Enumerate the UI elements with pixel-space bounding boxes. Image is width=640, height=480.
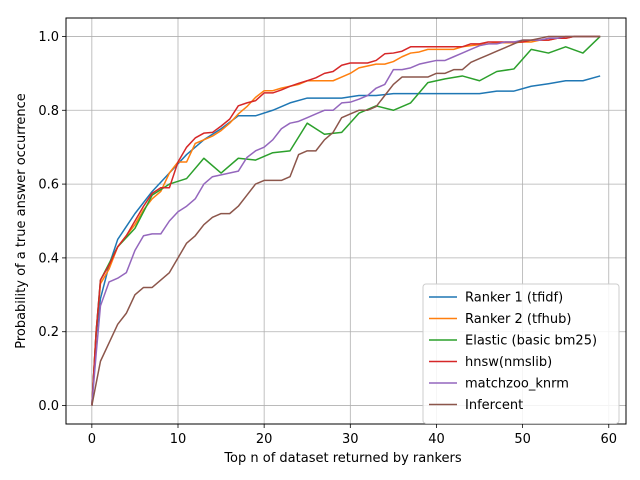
y-tick-label: 0.8 <box>38 104 59 119</box>
x-tick-label: 10 <box>170 432 187 447</box>
y-tick-label: 0.2 <box>38 325 59 340</box>
legend-label: matchzoo_knrm <box>465 377 569 392</box>
series-line-1 <box>91 75 601 406</box>
series-lines <box>91 35 601 406</box>
x-tick-label: 0 <box>88 432 96 447</box>
y-axis-ticks: 0.0 0.2 0.4 0.6 0.8 1.0 <box>38 30 66 414</box>
legend-label: Ranker 2 (tfhub) <box>465 312 571 327</box>
x-tick-label: 50 <box>514 432 531 447</box>
y-tick-label: 1.0 <box>38 30 59 45</box>
legend-box <box>422 283 620 424</box>
series-line-6 <box>91 35 601 406</box>
plot-frame <box>65 17 627 425</box>
x-tick-label: 30 <box>342 432 359 447</box>
x-tick-label: 60 <box>600 432 617 447</box>
y-tick-label: 0.4 <box>38 251 59 266</box>
x-tick-label: 20 <box>256 432 273 447</box>
legend-label: hnsw(nmslib) <box>465 355 552 370</box>
x-axis-label: Top n of dataset returned by rankers <box>223 451 462 466</box>
x-axis-ticks: 0 10 20 30 40 50 60 <box>88 424 617 447</box>
legend: Ranker 1 (tfidf) Ranker 2 (tfhub) Elastic … <box>422 283 620 424</box>
legend-label: Elastic (basic bm25) <box>465 334 597 349</box>
legend-label: Ranker 1 (tfidf) <box>465 291 563 306</box>
y-tick-label: 0.6 <box>38 178 59 193</box>
series-line-5 <box>91 35 601 406</box>
y-tick-label: 0.0 <box>38 399 59 414</box>
y-axis-label: Probability of a true answer occurrence <box>14 93 29 349</box>
legend-label: Infercent <box>465 398 523 413</box>
x-tick-label: 40 <box>428 432 445 447</box>
